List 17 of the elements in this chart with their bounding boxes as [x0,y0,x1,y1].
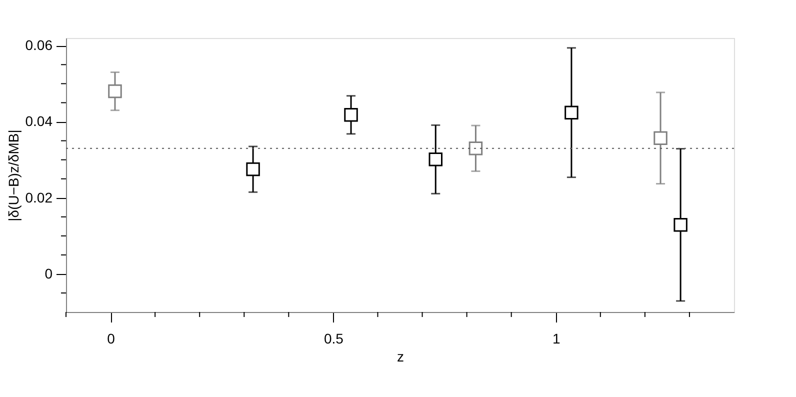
y-axis-title: |δ(U−B)z/δMB| [5,130,22,222]
point [108,84,122,98]
point [674,218,688,232]
point [564,106,578,120]
y-tick-label: 0 [44,265,53,282]
x-tick-label: 1 [552,330,560,346]
point [344,108,358,122]
point [246,162,260,176]
x-tick-label: 0.5 [324,330,344,346]
y-tick-label: 0.06 [25,37,53,54]
point [428,152,442,166]
point [468,141,483,156]
point [654,131,668,145]
x-tick-label: 0 [107,330,116,346]
y-tick-label: 0.02 [25,189,53,206]
x-axis-title: z [397,348,404,364]
y-tick-label: 0.04 [25,113,53,130]
